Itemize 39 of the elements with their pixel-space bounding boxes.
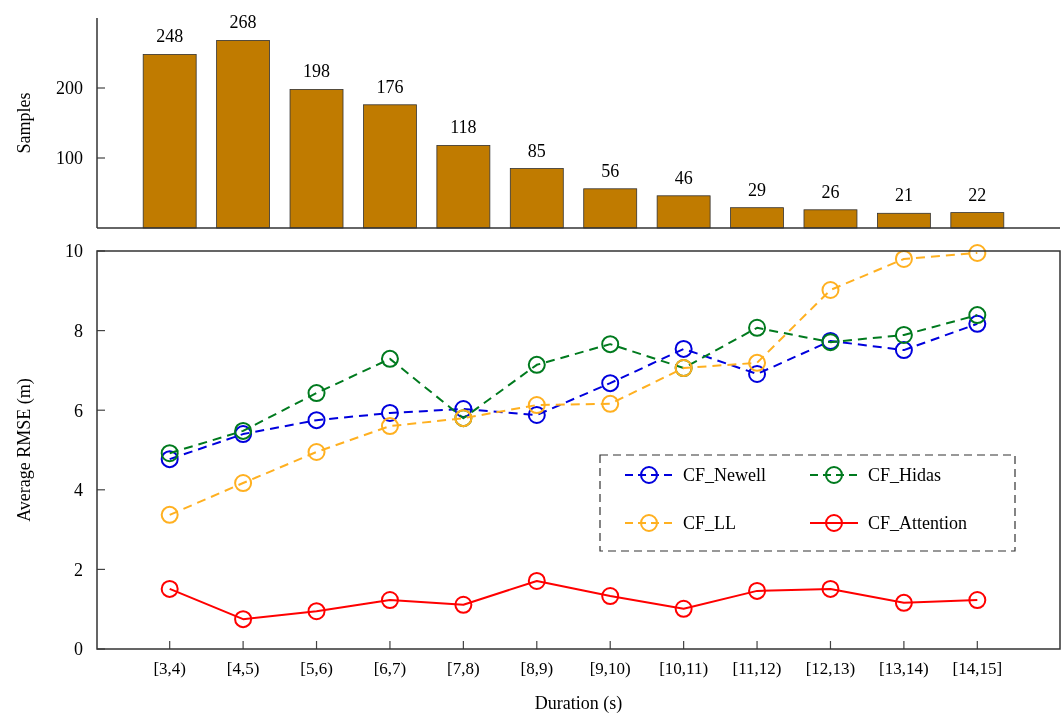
data-label: 248 <box>156 26 184 47</box>
y-axis-title: Average RMSE (m) <box>14 378 35 522</box>
data-label: 268 <box>229 12 257 33</box>
y-tick-label: 6 <box>74 400 83 421</box>
x-tick-label: [10,11) <box>659 659 709 678</box>
x-tick-label: [7,8) <box>447 659 480 678</box>
legend-label: CF_LL <box>683 513 737 534</box>
data-label: 176 <box>376 76 404 97</box>
y-axis-title: Samples <box>14 92 34 154</box>
x-tick-label: [8,9) <box>520 659 554 678</box>
x-tick-label: [13,14) <box>879 659 929 678</box>
x-tick-label: [6,7) <box>373 659 407 678</box>
y-tick-label: 4 <box>74 480 83 501</box>
y-tick-label: 2 <box>74 559 83 580</box>
y-tick-label: 8 <box>74 320 83 341</box>
y-tick-label: 200 <box>56 78 83 99</box>
data-label: 21 <box>894 185 913 206</box>
data-label: 198 <box>303 61 331 82</box>
y-tick-label: 0 <box>74 639 83 660</box>
legend-label: CF_Newell <box>683 465 766 486</box>
legend-label: CF_Hidas <box>868 465 942 486</box>
data-label: 46 <box>674 167 693 188</box>
data-label: 29 <box>748 179 767 200</box>
x-tick-label: [12,13) <box>805 659 856 678</box>
data-label: 56 <box>601 160 620 181</box>
x-axis-title: Duration (s) <box>534 693 623 714</box>
data-label: 85 <box>527 140 546 161</box>
x-tick-label: [11,12) <box>732 659 782 678</box>
y-tick-label: 100 <box>56 148 83 169</box>
data-label: 118 <box>450 117 477 138</box>
x-tick-label: [14,15] <box>952 659 1003 678</box>
x-tick-label: [5,6) <box>300 659 333 678</box>
x-tick-label: [9,10) <box>589 659 631 678</box>
legend-label: CF_Attention <box>868 513 968 534</box>
data-label: 26 <box>821 181 840 202</box>
data-label: 22 <box>968 184 987 205</box>
x-tick-label: [4,5) <box>226 659 260 678</box>
y-tick-label: 10 <box>65 241 83 262</box>
x-tick-label: [3,4) <box>153 659 186 678</box>
